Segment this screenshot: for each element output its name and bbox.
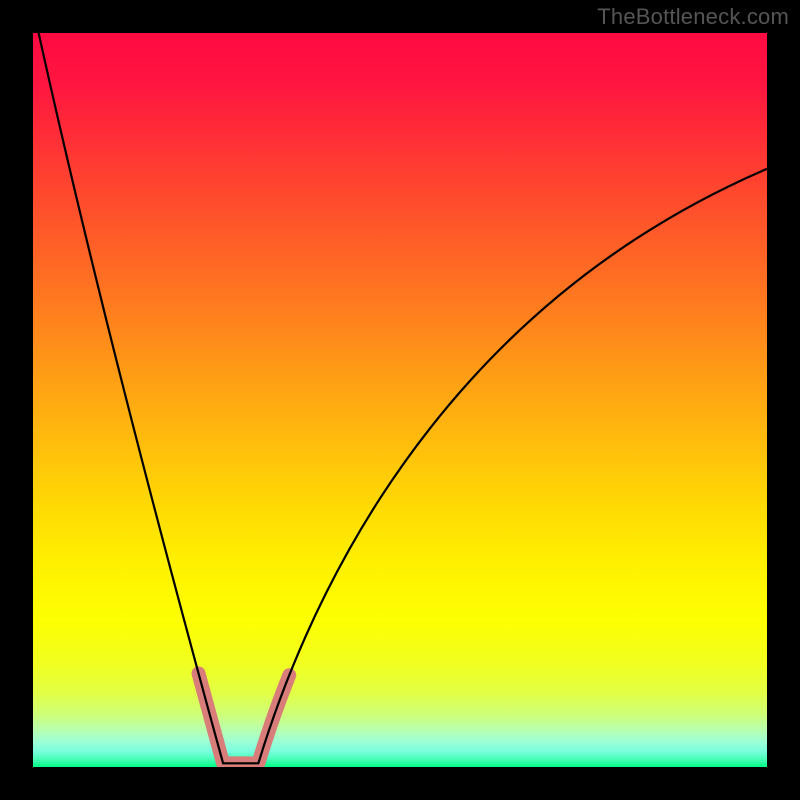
watermark-text: TheBottleneck.com <box>597 4 789 30</box>
chart-root: TheBottleneck.com <box>0 0 800 800</box>
plot-svg <box>33 33 767 767</box>
plot-background <box>33 33 767 767</box>
plot-area <box>33 33 767 767</box>
